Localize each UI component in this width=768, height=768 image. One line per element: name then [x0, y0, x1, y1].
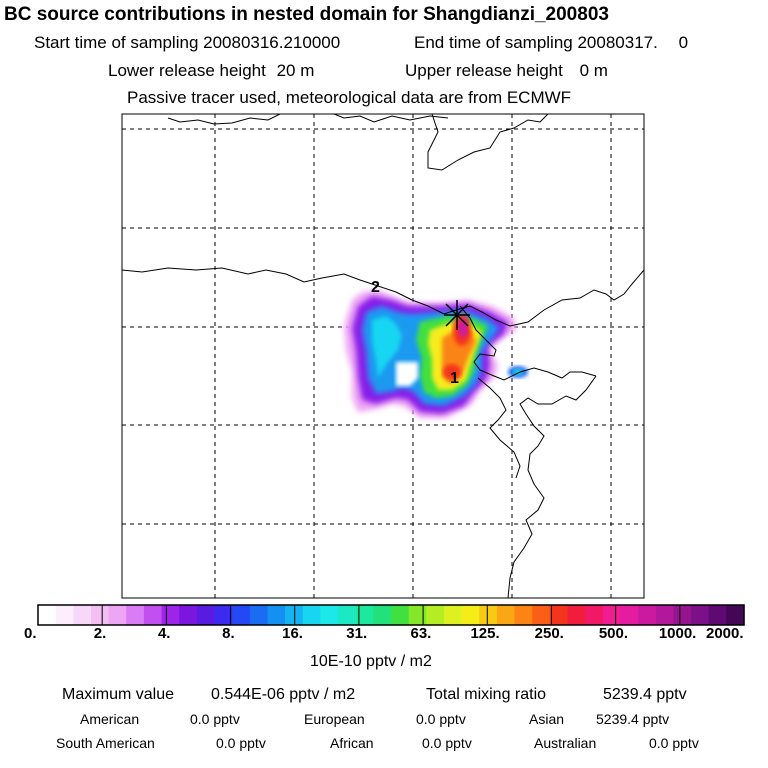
lower-release-value: 20 m: [276, 61, 315, 80]
plume-cyan-isle: [513, 369, 523, 375]
color-swatch: [673, 605, 692, 625]
color-scale-tick-label: 125.: [470, 625, 500, 642]
color-swatch: [496, 605, 516, 625]
color-scale-tick-label: 0.: [24, 625, 37, 642]
color-scale-tick-label: 250.: [534, 625, 564, 642]
region-south-american-value: 0.0 pptv: [216, 735, 266, 751]
color-swatch: [549, 605, 569, 625]
lat-lon-grid: [122, 114, 644, 598]
region-australian-value: 0.0 pptv: [649, 735, 699, 751]
color-swatch: [73, 605, 92, 625]
color-swatch: [196, 605, 216, 625]
region-south-american-name: South American: [56, 735, 155, 751]
region-australian-name: Australian: [534, 735, 597, 751]
color-scale-tick-label: 1000.: [658, 625, 697, 642]
color-scale-frame: [37, 604, 745, 626]
color-swatch: [285, 605, 304, 625]
region-american-name: American: [80, 711, 140, 727]
color-swatch: [179, 605, 198, 625]
color-scale-tick-label: 4.: [157, 625, 171, 642]
region-african-value: 0.0 pptv: [422, 735, 472, 751]
color-swatch: [638, 605, 657, 625]
tracer-note: Passive tracer used, meteorological data…: [127, 88, 572, 107]
end-time-text: End time of sampling 20080317.: [414, 33, 658, 52]
color-swatch: [90, 605, 110, 625]
color-swatch: [38, 605, 57, 625]
color-swatch: [426, 605, 445, 625]
lower-release-height: Lower release height 20 m: [108, 62, 314, 79]
color-swatch: [461, 605, 480, 625]
color-scale-tick-label: 2000.: [706, 625, 744, 642]
total-mixing-ratio-value: 5239.4 pptv: [603, 686, 687, 703]
color-swatch: [514, 605, 533, 625]
cluster-label-2: 2: [371, 279, 380, 296]
color-swatch: [602, 605, 622, 625]
color-swatch: [126, 605, 145, 625]
color-scale-dividers: [101, 605, 681, 625]
color-scale-tick-label: 500.: [598, 625, 629, 642]
end-time-label: End time of sampling 20080317. 0: [414, 34, 688, 51]
color-swatch: [161, 605, 180, 625]
map-frame: [121, 113, 645, 599]
color-swatch: [620, 605, 639, 625]
color-swatch: [108, 605, 127, 625]
color-swatch: [232, 605, 251, 625]
upper-release-label: Upper release height: [405, 61, 563, 80]
start-time-label: Start time of sampling 20080316.210000: [34, 33, 341, 52]
plume-notch: [396, 362, 418, 386]
color-swatch: [355, 605, 374, 625]
color-swatch: [443, 605, 463, 625]
color-swatch: [691, 605, 710, 625]
color-swatch: [726, 605, 745, 625]
color-scale-tick-label: 63.: [410, 625, 432, 642]
color-scale-tick-label: 31.: [346, 625, 368, 642]
color-swatch: [320, 605, 339, 625]
plume-cyan-layer: [372, 316, 402, 378]
color-swatch: [249, 605, 269, 625]
color-swatch: [267, 605, 286, 625]
color-swatch: [143, 605, 163, 625]
total-mixing-ratio-label: Total mixing ratio: [426, 686, 547, 703]
color-swatch: [532, 605, 551, 625]
region-american-value: 0.0 pptv: [190, 711, 240, 727]
color-swatch: [302, 605, 321, 625]
color-swatch: [373, 605, 392, 625]
end-time-value: 0: [678, 33, 689, 52]
color-swatch: [338, 605, 357, 625]
lower-release-label: Lower release height: [108, 61, 266, 80]
concentration-plume: [344, 290, 528, 418]
color-swatch: [585, 605, 604, 625]
receptor-marker: [444, 300, 470, 330]
color-swatch: [655, 605, 674, 625]
color-swatch: [214, 605, 233, 625]
color-swatch: [391, 605, 410, 625]
max-value: 0.544E-06 pptv / m2: [211, 686, 356, 703]
max-value-label: Maximum value: [62, 686, 175, 703]
cluster-label-1: 1: [450, 370, 459, 387]
color-swatches: [38, 605, 745, 625]
upper-release-height: Upper release height 0 m: [405, 62, 608, 79]
color-swatch: [479, 605, 498, 625]
color-scale-tick-label: 8.: [222, 625, 235, 642]
color-scale-tick-label: 16.: [282, 625, 303, 642]
upper-release-value: 0 m: [579, 61, 608, 80]
color-scale-tick-label: 2.: [93, 625, 107, 642]
region-european-name: European: [304, 711, 365, 727]
plot-title: BC source contributions in nested domain…: [4, 4, 609, 25]
plume-red-patch: [443, 364, 461, 380]
region-african-name: African: [330, 735, 374, 751]
color-swatch: [708, 605, 727, 625]
color-scale-bar: [37, 604, 745, 626]
region-asian-value: 5239.4 pptv: [596, 711, 670, 727]
color-swatch: [55, 605, 74, 625]
color-swatch: [567, 605, 586, 625]
region-asian-name: Asian: [529, 711, 565, 727]
color-swatch: [408, 605, 427, 625]
color-scale-units: 10E-10 pptv / m2: [310, 653, 432, 670]
region-european-value: 0.0 pptv: [416, 711, 466, 727]
